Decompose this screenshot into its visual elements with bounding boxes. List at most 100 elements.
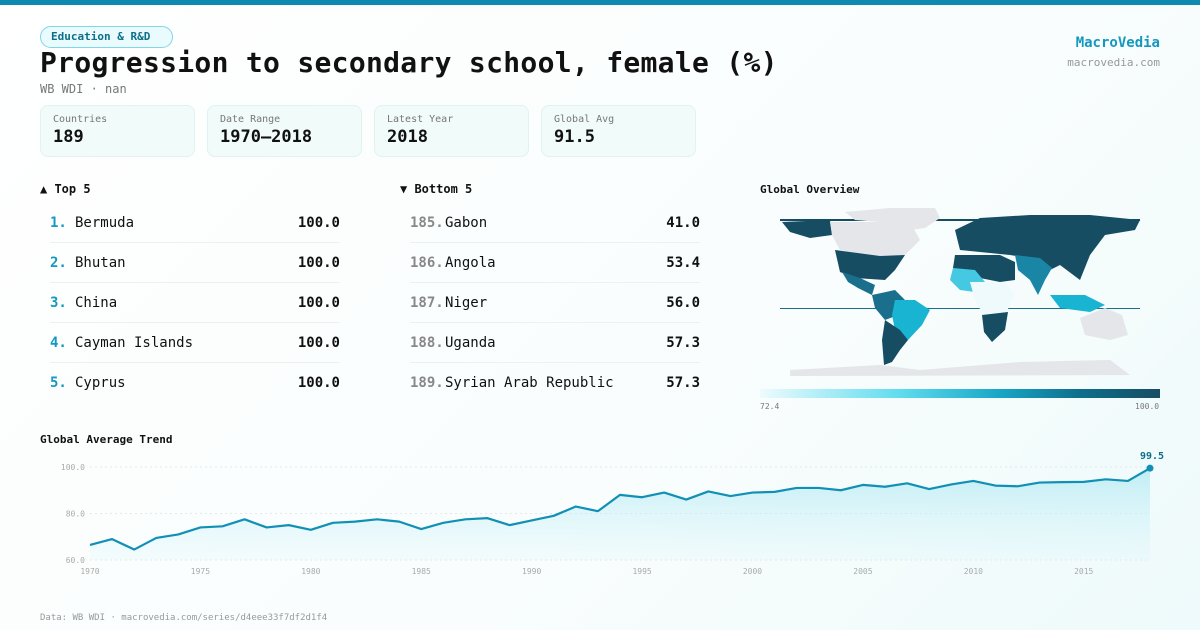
rank-number: 4. [50, 334, 67, 351]
ranking-row[interactable]: 187. Niger 56.0 [410, 283, 700, 323]
category-badge[interactable]: Education & R&D [40, 26, 174, 48]
ranking-row[interactable]: 185. Gabon 41.0 [410, 203, 700, 243]
ranking-row[interactable]: 1. Bermuda 100.0 [50, 203, 340, 243]
ranking-row[interactable]: 188. Uganda 57.3 [410, 323, 700, 363]
brand-url[interactable]: macrovedia.com [1067, 56, 1160, 69]
map-artifact-line [780, 219, 1140, 221]
x-tick-label: 2005 [853, 567, 872, 576]
stat-label: Date Range [220, 114, 281, 125]
southern-africa-region [982, 312, 1008, 342]
mexico-region [842, 272, 875, 295]
eurasia-region [955, 215, 1140, 280]
stat-card-global-avg: Global Avg 91.5 [541, 105, 696, 157]
x-tick-label: 1975 [191, 567, 210, 576]
southeast-asia-region [1050, 295, 1105, 312]
central-africa-region [970, 282, 1015, 318]
country-value: 100.0 [297, 254, 340, 271]
country-value: 100.0 [297, 294, 340, 311]
country-value: 41.0 [666, 214, 700, 231]
canada-region [830, 222, 920, 258]
x-tick-label: 1990 [522, 567, 541, 576]
bottom5-heading: ▼ Bottom 5 [400, 182, 473, 196]
last-point-marker [1146, 464, 1154, 472]
country-value: 53.4 [666, 254, 700, 271]
map-heading: Global Overview [760, 183, 860, 196]
ranking-row[interactable]: 2. Bhutan 100.0 [50, 243, 340, 283]
x-tick-label: 2000 [743, 567, 762, 576]
australia-region [1080, 308, 1128, 340]
stat-value: 189 [53, 127, 84, 147]
page-title: Progression to secondary school, female … [40, 46, 778, 79]
stat-card-countries: Countries 189 [40, 105, 195, 157]
rank-number: 189. [410, 375, 444, 391]
stat-label: Latest Year [387, 114, 454, 125]
trend-chart: 60.0 80.0 100.0 1970 1975 1980 1985 1990 1995 200… [61, 451, 1164, 576]
last-value-label: 99.5 [1140, 451, 1164, 462]
country-value: 57.3 [666, 375, 700, 391]
stat-card-latest-year: Latest Year 2018 [374, 105, 529, 157]
south-america-south-region [882, 320, 908, 365]
y-tick-label: 60.0 [66, 556, 85, 565]
ranking-row[interactable]: 3. China 100.0 [50, 283, 340, 323]
country-name: China [75, 294, 118, 311]
footer-source: Data: WB WDI · macrovedia.com/series/d4e… [40, 613, 328, 623]
y-tick-label: 80.0 [66, 510, 85, 519]
country-name: Bermuda [75, 214, 135, 231]
top5-heading: ▲ Top 5 [40, 182, 91, 196]
country-value: 56.0 [666, 294, 700, 311]
country-value: 57.3 [666, 334, 700, 351]
ranking-row[interactable]: 5. Cyprus 100.0 [50, 363, 340, 403]
alaska-region [782, 220, 832, 238]
y-tick-label: 100.0 [61, 463, 85, 472]
ranking-row[interactable]: 4. Cayman Islands 100.0 [50, 323, 340, 363]
world-map[interactable] [760, 200, 1160, 380]
bottom5-list: 185. Gabon 41.0 186. Angola 53.4 187. Niger 56.0… [410, 203, 700, 403]
greenland-region [845, 208, 940, 230]
country-name: Angola [445, 254, 496, 271]
rank-number: 2. [50, 254, 67, 271]
stat-card-date-range: Date Range 1970–2018 [207, 105, 362, 157]
south-asia-region [1015, 255, 1052, 295]
country-name: Gabon [445, 214, 488, 231]
rank-number: 186. [410, 254, 444, 271]
rank-number: 185. [410, 214, 444, 231]
x-tick-label: 1985 [412, 567, 431, 576]
country-name: Cyprus [75, 375, 126, 391]
x-tick-label: 1980 [301, 567, 320, 576]
stat-label: Global Avg [554, 114, 615, 125]
stat-value: 1970–2018 [220, 127, 313, 147]
country-name: Syrian Arab Republic [445, 375, 614, 391]
rank-number: 188. [410, 334, 444, 351]
brazil-region [892, 300, 930, 340]
stat-label: Countries [53, 114, 108, 125]
equator-line [780, 308, 1140, 309]
country-name: Cayman Islands [75, 334, 194, 351]
country-value: 100.0 [297, 375, 340, 391]
rank-number: 5. [50, 375, 67, 391]
country-name: Uganda [445, 334, 496, 351]
rank-number: 1. [50, 214, 67, 231]
top-accent-bar [0, 0, 1200, 5]
country-value: 100.0 [297, 334, 340, 351]
country-value: 100.0 [297, 214, 340, 231]
x-tick-label: 2010 [964, 567, 983, 576]
rank-number: 187. [410, 294, 444, 311]
brand-logo[interactable]: MacroVedia [1075, 35, 1160, 51]
stat-value: 2018 [387, 127, 428, 147]
antarctica-region [790, 360, 1130, 376]
top5-list: 1. Bermuda 100.0 2. Bhutan 100.0 3. China 100.0 4… [50, 203, 340, 403]
rank-number: 3. [50, 294, 67, 311]
color-scale-bar [760, 389, 1160, 398]
country-name: Bhutan [75, 254, 126, 271]
x-tick-label: 2015 [1074, 567, 1093, 576]
ranking-row[interactable]: 189. Syrian Arab Republic 57.3 [410, 363, 700, 403]
usa-region [835, 250, 905, 280]
page-subtitle: WB WDI · nan [40, 82, 127, 96]
x-tick-label: 1970 [80, 567, 99, 576]
scale-max-label: 100.0 [1135, 402, 1160, 411]
ranking-row[interactable]: 186. Angola 53.4 [410, 243, 700, 283]
x-tick-label: 1995 [632, 567, 651, 576]
trend-area [90, 468, 1150, 560]
country-name: Niger [445, 294, 488, 311]
stat-value: 91.5 [554, 127, 595, 147]
